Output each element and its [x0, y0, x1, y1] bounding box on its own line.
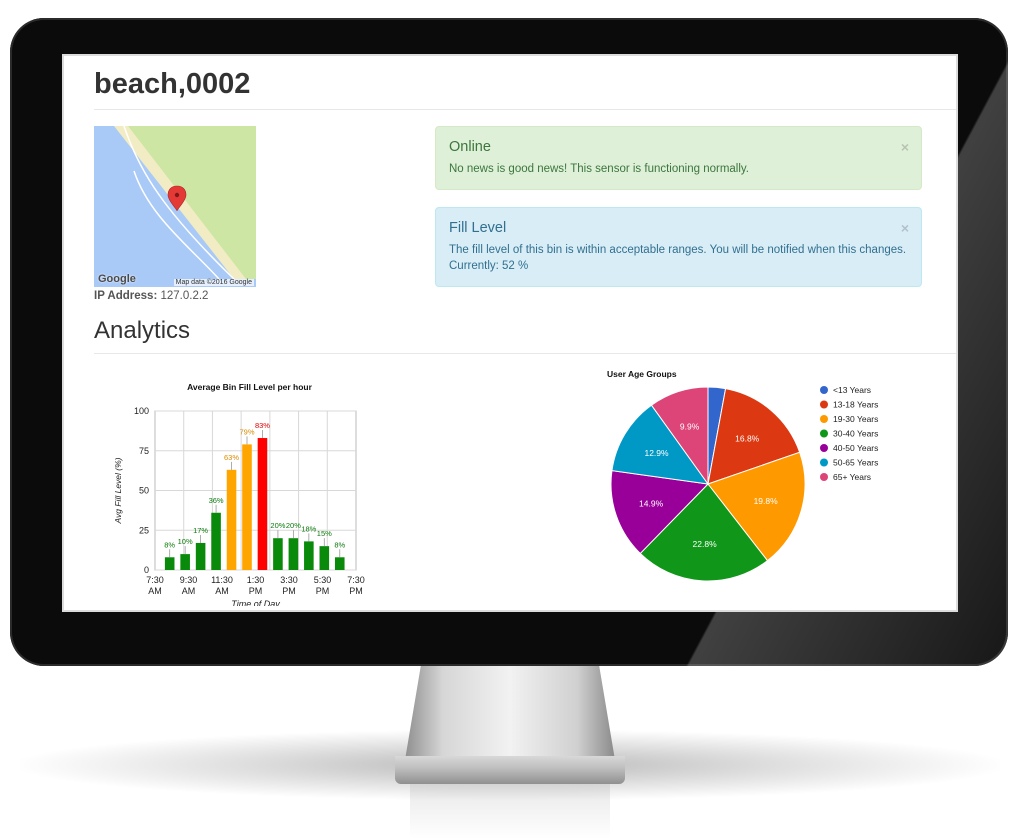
bar-label: 36%: [209, 496, 224, 505]
pie-slice: [707, 451, 806, 562]
legend-swatch: [820, 400, 828, 409]
legend-label: 19-30 Years: [833, 414, 878, 424]
slice-label: 9.9%: [680, 422, 700, 432]
bar-label: 10%: [178, 537, 193, 546]
y-tick-label: 25: [139, 525, 149, 535]
bar: [288, 538, 299, 570]
map-tiles: [94, 126, 256, 287]
legend-label: 40-50 Years: [833, 443, 878, 453]
x-tick-label: 3:30: [280, 575, 298, 585]
chart-title: Average Bin Fill Level per hour: [187, 382, 313, 392]
online-alert: Online No news is good news! This sensor…: [435, 126, 922, 190]
ip-value: 127.0.2.2: [160, 290, 209, 302]
page-title: beach,0002: [94, 68, 251, 100]
x-tick-label: PM: [282, 586, 296, 596]
x-tick-label: PM: [316, 586, 330, 596]
x-tick-label: 7:30: [347, 575, 365, 585]
legend-swatch: [820, 458, 828, 467]
map-pin-icon: [167, 185, 187, 212]
analytics-title: Analytics: [94, 317, 191, 344]
map-credit[interactable]: Map data ©2016 Google: [173, 279, 254, 286]
legend-label: 30-40 Years: [833, 429, 878, 439]
slice-label: 12.9%: [644, 448, 669, 458]
legend-swatch: [820, 444, 828, 452]
legend-swatch: [820, 473, 828, 481]
x-tick-label: 11:30: [211, 575, 233, 585]
bar: [180, 554, 190, 570]
bar-label: 18%: [301, 524, 316, 533]
x-tick-label: PM: [349, 586, 363, 596]
x-tick-label: 7:30: [146, 575, 164, 585]
bar: [257, 438, 268, 570]
x-tick-label: 9:30: [180, 575, 198, 585]
legend-label: 13-18 Years: [833, 400, 878, 410]
legend-label: 65+ Years: [833, 472, 871, 482]
title-divider: [94, 109, 958, 110]
bar-label: 15%: [317, 529, 332, 538]
ip-address: IP Address: 127.0.2.2: [94, 290, 208, 302]
alert-message: The fill level of this bin is within acc…: [449, 244, 907, 272]
ip-label: IP Address:: [94, 290, 158, 302]
bar-label: 79%: [239, 427, 254, 436]
analytics-divider: [94, 353, 958, 354]
stand-reflection: [410, 784, 610, 839]
monitor-stand: [405, 660, 615, 760]
x-tick-label: 1:30: [247, 575, 265, 585]
bar-label: 20%: [286, 521, 301, 530]
bar: [334, 557, 345, 570]
bar: [226, 469, 237, 570]
y-tick-label: 75: [139, 446, 149, 456]
alert-title: Fill Level: [449, 220, 507, 236]
bar-label: 63%: [224, 453, 239, 462]
legend-label: <13 Years: [833, 385, 871, 395]
y-tick-label: 50: [139, 486, 149, 496]
legend-swatch: [820, 415, 828, 423]
bar-label: 8%: [334, 540, 345, 549]
close-icon[interactable]: ×: [900, 220, 909, 236]
alert-title: Online: [449, 139, 491, 155]
y-tick-label: 0: [144, 565, 149, 575]
legend-label: 50-65 Years: [833, 458, 878, 468]
pie-slice: [650, 386, 709, 486]
bar: [211, 512, 221, 570]
bar: [242, 444, 252, 570]
location-map[interactable]: Google Map data ©2016 Google: [94, 126, 256, 287]
alert-message: No news is good news! This sensor is fun…: [449, 163, 749, 175]
x-axis-label: Time of Day: [231, 599, 280, 606]
slice-label: 19.8%: [754, 496, 779, 506]
monitor-stand-base: [395, 756, 625, 784]
fill-level-bar-chart: Average Bin Fill Level per hour 0 25 50 75 10…: [113, 382, 365, 606]
pie-slice: [611, 404, 710, 485]
bar-label: 17%: [193, 526, 208, 535]
screen-frame: [62, 54, 958, 612]
pie-slice: [610, 470, 710, 555]
pie-slice: [639, 483, 769, 582]
slice-label: 14.9%: [639, 498, 664, 508]
bar: [304, 541, 314, 570]
bar: [273, 538, 283, 570]
bar: [164, 557, 175, 570]
x-tick-label: 5:30: [314, 575, 332, 585]
fill-level-alert: Fill Level The fill level of this bin is…: [435, 207, 922, 287]
bar-label: 20%: [270, 521, 285, 530]
bar: [319, 546, 330, 570]
x-tick-label: AM: [148, 586, 162, 596]
screen: beach,0002 Google Map data ©2016 Google …: [62, 54, 958, 612]
y-tick-label: 100: [134, 406, 149, 416]
x-tick-label: AM: [182, 586, 196, 596]
bar-label: 8%: [164, 540, 175, 549]
x-tick-label: AM: [215, 586, 229, 596]
bar: [195, 542, 206, 570]
legend-swatch: [820, 386, 828, 394]
age-groups-pie-chart: User Age Groups 16.8% 19.8% 22.8% 14.9% 12.9%…: [607, 369, 878, 582]
close-icon[interactable]: ×: [900, 139, 909, 155]
slice-label: 16.8%: [735, 433, 760, 443]
chart-title: User Age Groups: [607, 369, 677, 379]
legend-swatch: [820, 429, 828, 438]
bar-label: 83%: [255, 421, 270, 430]
google-logo[interactable]: Google: [98, 273, 136, 285]
y-axis-label: Avg Fill Level (%): [113, 457, 123, 524]
x-tick-label: PM: [249, 586, 263, 596]
slice-label: 22.8%: [693, 539, 718, 549]
